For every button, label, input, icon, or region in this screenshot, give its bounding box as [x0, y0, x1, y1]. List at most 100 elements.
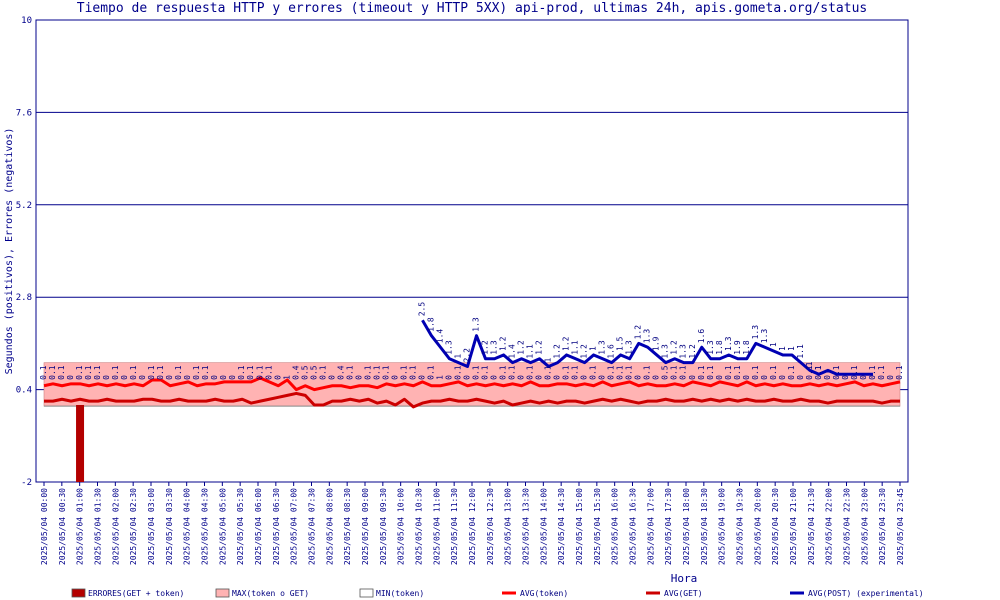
legend-item: AVG(POST) (experimental): [790, 589, 924, 598]
x-tick-label: 2025/05/04 14:30: [557, 488, 566, 565]
plot-area: [35, 19, 909, 483]
point-label: 0: [273, 375, 282, 380]
point-label-post: 1: [769, 342, 778, 347]
legend-item: AVG(GET): [646, 589, 703, 598]
series-line-avg-get-: [44, 391, 900, 409]
point-label: 0.1: [255, 365, 264, 380]
point-label-post: 1.1: [796, 344, 805, 359]
point-label-post: 1.3: [625, 340, 634, 355]
y-tick-label: 7.6: [16, 108, 32, 118]
point-label: 0: [120, 375, 129, 380]
point-label: 0.1: [111, 365, 120, 380]
point-label-post: 1.2: [670, 340, 679, 355]
x-tick-label: 2025/05/04 04:30: [201, 488, 210, 565]
point-label: 0.1: [147, 365, 156, 380]
legend-swatch: [215, 588, 230, 598]
point-label-post: 1.3: [598, 340, 607, 355]
point-label: 0: [535, 375, 544, 380]
x-tick-label: 2025/05/04 20:30: [771, 488, 780, 565]
x-tick-label: 2025/05/04 21:30: [807, 488, 816, 565]
point-label: 0: [327, 375, 336, 380]
x-tick-label: 2025/05/04 17:00: [646, 488, 655, 565]
point-label-post: 1.1: [526, 344, 535, 359]
point-label: 0.1: [769, 365, 778, 380]
point-label-post: 1.1: [571, 340, 580, 355]
point-label: 0: [823, 375, 832, 380]
x-tick-label: 2025/05/04 12:30: [486, 488, 495, 565]
point-label-post: 1.2: [562, 336, 571, 351]
point-label: 0.1: [607, 365, 616, 380]
legend-swatch: [71, 588, 86, 598]
point-label: 0: [354, 375, 363, 380]
x-tick-label: 2025/05/04 00:00: [40, 488, 49, 565]
x-tick-label: 2025/05/04 17:30: [664, 488, 673, 565]
x-tick-label: 2025/05/04 11:00: [432, 488, 441, 565]
point-label: 0: [553, 375, 562, 380]
point-label: 0: [210, 375, 219, 380]
legend-label: ERRORES(GET + token): [88, 589, 184, 598]
x-tick-label: 2025/05/04 16:30: [629, 488, 638, 565]
point-label: 0.1: [93, 365, 102, 380]
x-tick-label: 2025/05/04 05:00: [218, 488, 227, 565]
legend: ERRORES(GET + token) MAX(token o GET) MIN(…: [71, 588, 924, 598]
point-label: 0.1: [192, 365, 201, 380]
x-tick-label: 2025/05/04 23:30: [878, 488, 887, 565]
point-label: 0.1: [156, 365, 165, 380]
point-label: 0.1: [508, 365, 517, 380]
legend-swatch: [359, 588, 374, 598]
x-tick-label: 2025/05/04 06:30: [272, 488, 281, 565]
point-label: 0.1: [408, 365, 417, 380]
x-tick-label: 2025/05/04 13:30: [522, 488, 531, 565]
legend-label: MIN(token): [376, 589, 424, 598]
series-lines: [43, 319, 901, 409]
x-tick-label: 2025/05/04 02:30: [129, 488, 138, 565]
point-label-post: 1.8: [742, 340, 751, 355]
point-label: 0.1: [75, 365, 84, 380]
y-tick-label: 2.8: [16, 293, 32, 303]
error-bar: [76, 405, 85, 482]
series-line-avg-post-experimental-: [421, 319, 873, 376]
point-label: 0.1: [571, 365, 580, 380]
point-label: 0.1: [129, 365, 138, 380]
point-label: 0: [462, 375, 471, 380]
x-tick-label: 2025/05/04 10:30: [415, 488, 424, 565]
series-line-avg-token-: [43, 376, 901, 392]
x-tick-label: 2025/05/04 15:00: [575, 488, 584, 565]
point-label: 0.1: [453, 365, 462, 380]
point-label: 1: [435, 375, 444, 380]
point-label: 0.1: [201, 365, 210, 380]
point-label: 0.1: [345, 365, 354, 380]
point-label-post: 1.3: [472, 317, 481, 332]
x-tick-label: 2025/05/04 16:00: [611, 488, 620, 565]
point-label: 0.5: [309, 365, 318, 380]
x-tick-label: 2025/05/04 07:00: [290, 488, 299, 565]
x-tick-label: 2025/05/04 13:00: [504, 488, 513, 565]
legend-label: AVG(GET): [664, 589, 703, 598]
point-label: 0.1: [877, 365, 886, 380]
x-tick-label: 2025/05/04 01:00: [76, 488, 85, 565]
point-label: 0.1: [57, 365, 66, 380]
point-label: 0.1: [814, 365, 823, 380]
y-tick-label: 10: [21, 16, 32, 26]
point-label: 0: [66, 375, 75, 380]
x-tick-label: 2025/05/04 15:30: [593, 488, 602, 565]
x-tick-label: 2025/05/04 22:30: [843, 488, 852, 565]
point-label: 0: [652, 375, 661, 380]
point-label-post: 1.6: [607, 344, 616, 359]
x-tick-label: 2025/05/04 14:00: [539, 488, 548, 565]
point-label: 0: [165, 375, 174, 380]
point-label: 0.1: [318, 365, 327, 380]
point-label: 0.1: [363, 365, 372, 380]
point-label: 0.1: [706, 365, 715, 380]
point-label-post: 1.2: [634, 325, 643, 340]
point-label-post: 1.5: [616, 336, 625, 351]
point-label: 0.4: [336, 365, 345, 380]
x-tick-label: 2025/05/04 18:00: [682, 488, 691, 565]
point-label: 1: [282, 375, 291, 380]
x-tick-label: 2025/05/04 19:00: [718, 488, 727, 565]
x-tick-label: 2025/05/04 03:00: [147, 488, 156, 565]
legend-item: MIN(token): [359, 588, 424, 598]
point-label: 0: [886, 375, 895, 380]
point-label: 0.1: [48, 365, 57, 380]
x-tick-label: 2025/05/04 02:00: [111, 488, 120, 565]
